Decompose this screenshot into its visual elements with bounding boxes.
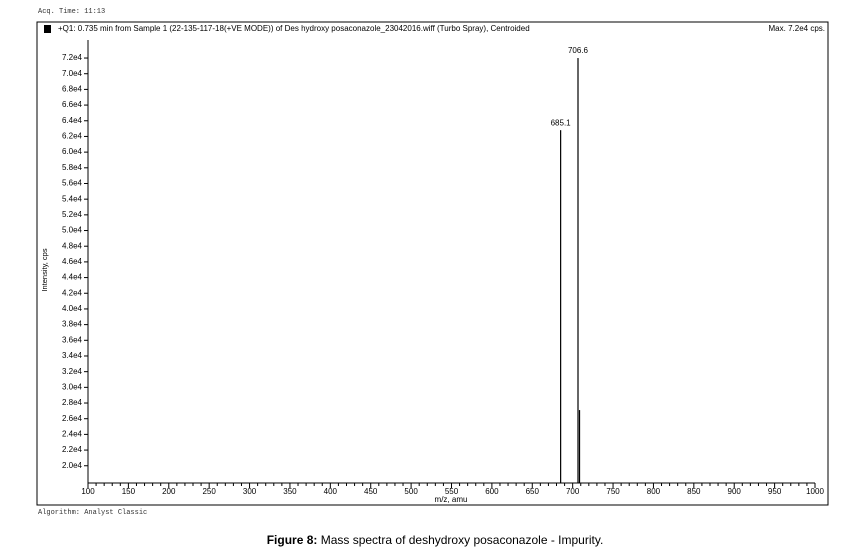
algorithm: Algorithm: Analyst Classic [38,509,147,517]
y-tick-label: 5.0e4 [62,226,83,235]
y-tick-label: 3.4e4 [62,351,83,360]
y-tick-label: 6.0e4 [62,147,83,156]
peak [577,58,579,483]
y-tick-label: 2.6e4 [62,414,83,423]
x-tick-label: 200 [162,487,176,496]
y-tick-label: 6.8e4 [62,85,83,94]
x-tick-label: 850 [687,487,701,496]
x-tick-label: 250 [202,487,216,496]
y-tick-label: 2.4e4 [62,429,83,438]
peak [560,130,562,483]
chart-title: +Q1: 0.735 min from Sample 1 (22-135-117… [58,24,530,33]
peak-label: 685.1 [551,118,572,127]
x-tick-label: 550 [445,487,459,496]
y-tick-label: 7.0e4 [62,69,83,78]
y-tick-label: 6.4e4 [62,116,83,125]
x-tick-label: 800 [647,487,661,496]
peak-label: 706.6 [568,46,589,55]
max-label: Max. 7.2e4 cps. [769,24,825,33]
y-tick-label: 2.0e4 [62,461,83,470]
y-tick-label: 3.6e4 [62,335,83,344]
y-tick-label: 4.0e4 [62,304,83,313]
series-square [44,25,51,33]
y-tick-label: 4.4e4 [62,273,83,282]
y-tick-label: 5.2e4 [62,210,83,219]
y-tick-label: 4.6e4 [62,257,83,266]
acq-time: Acq. Time: 11:13 [38,8,105,16]
y-tick-label: 6.2e4 [62,132,83,141]
x-tick-label: 950 [768,487,782,496]
x-tick-label: 1000 [806,487,824,496]
x-tick-label: 350 [283,487,297,496]
peak [578,410,581,483]
y-tick-label: 3.8e4 [62,320,83,329]
y-tick-label: 3.2e4 [62,367,83,376]
y-tick-label: 5.6e4 [62,179,83,188]
y-tick-label: 5.4e4 [62,194,83,203]
x-tick-label: 650 [526,487,540,496]
caption-text: Mass spectra of deshydroxy posaconazole … [317,533,603,547]
x-tick-label: 500 [404,487,418,496]
x-tick-label: 450 [364,487,378,496]
y-tick-label: 4.8e4 [62,241,83,250]
frame [36,21,829,506]
x-tick-label: 400 [324,487,338,496]
y-tick-label: 3.0e4 [62,382,83,391]
x-tick-label: 150 [122,487,136,496]
caption-label: Figure 8: [267,533,318,547]
y-tick-label: 2.8e4 [62,398,83,407]
x-tick-label: 600 [485,487,499,496]
x-tick-label: 700 [566,487,580,496]
x-tick-label: 300 [243,487,257,496]
y-axis-label: Intensity, cps [40,248,49,291]
y-tick-label: 6.6e4 [62,100,83,109]
y-tick-label: 5.8e4 [62,163,83,172]
x-axis-label: m/z, amu [435,495,468,504]
x-tick-label: 100 [81,487,95,496]
x-tick-label: 750 [606,487,620,496]
y-tick-label: 2.2e4 [62,445,83,454]
y-tick-label: 7.2e4 [62,53,83,62]
caption: Figure 8: Mass spectra of deshydroxy pos… [267,533,604,547]
x-tick-label: 900 [728,487,742,496]
y-tick-label: 4.2e4 [62,288,83,297]
